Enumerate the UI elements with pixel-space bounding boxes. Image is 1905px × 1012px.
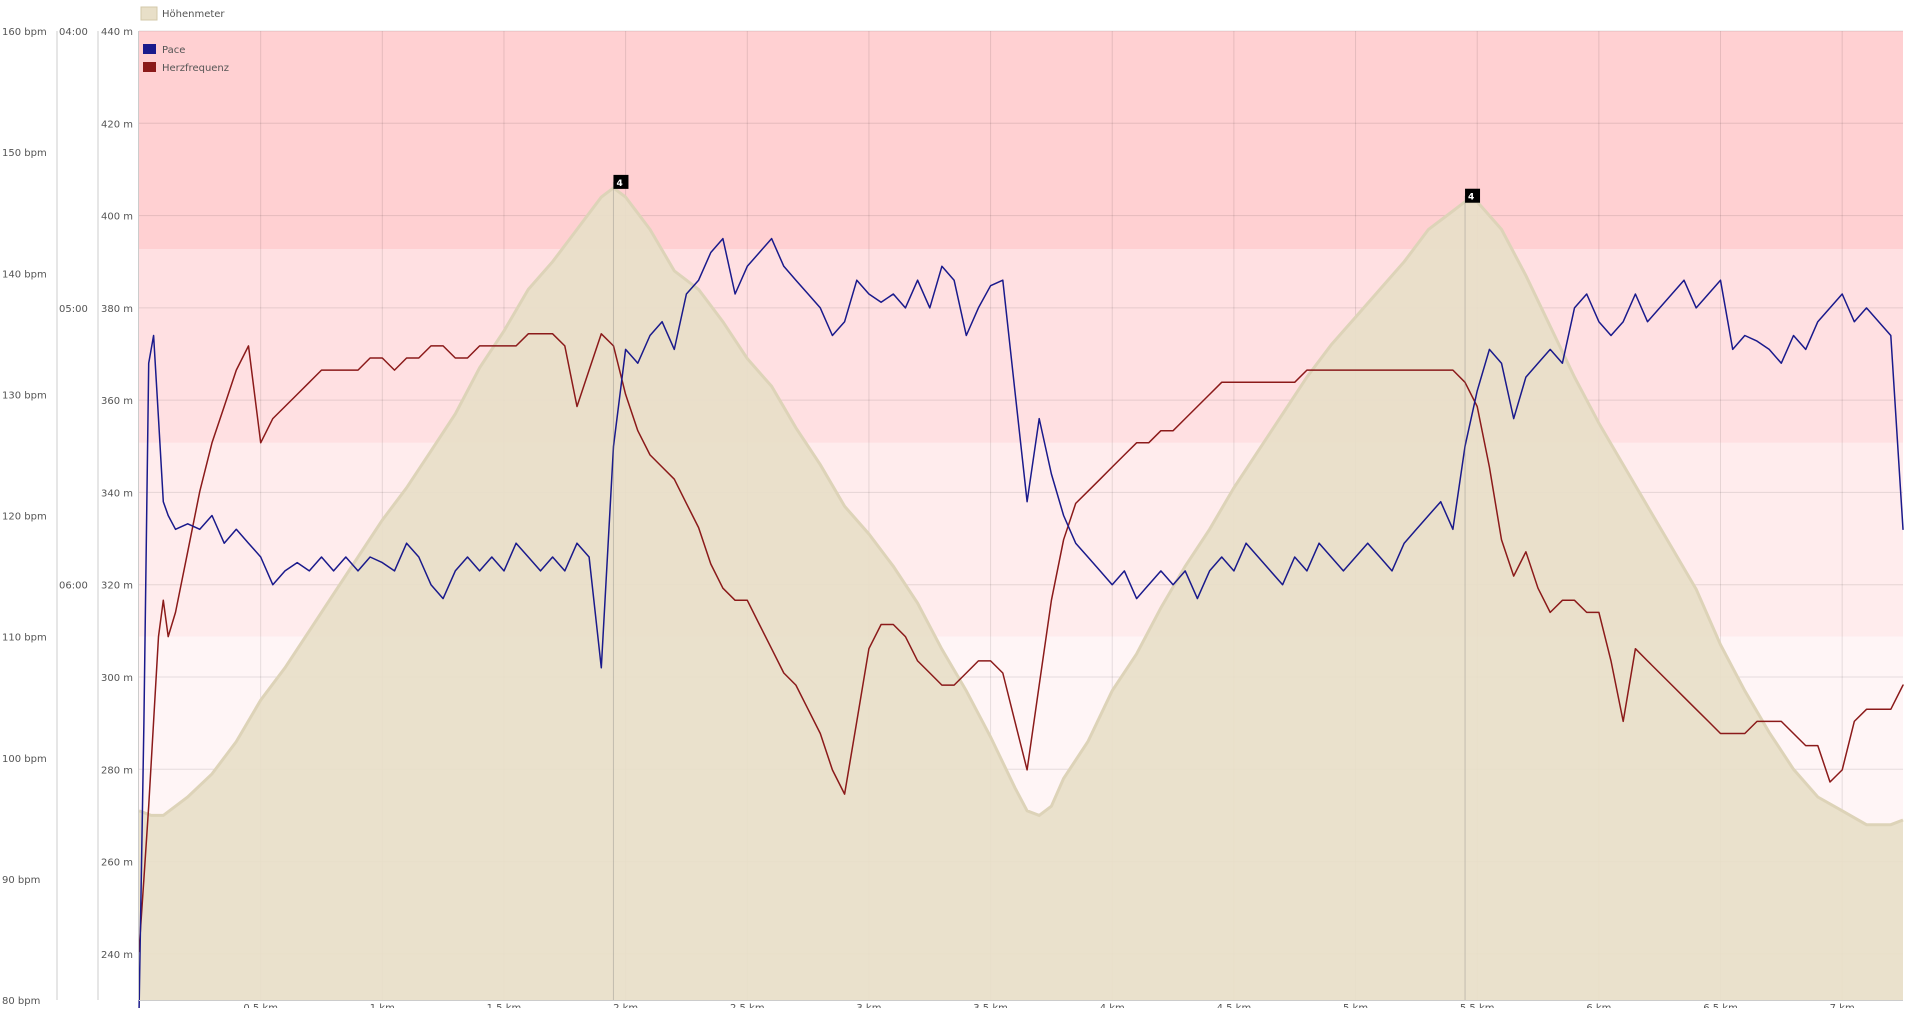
- x-axis-tick-label: 6 km: [1586, 1003, 1611, 1008]
- elevation-axis-tick-label: 440 m: [101, 27, 133, 38]
- x-axis-tick-label: 0,5 km: [243, 1003, 278, 1008]
- series-legend-swatch: [143, 62, 156, 72]
- elevation-axis-tick-label: 240 m: [101, 950, 133, 961]
- x-axis-tick-label: 6,5 km: [1703, 1003, 1738, 1008]
- elevation-axis-tick-label: 340 m: [101, 488, 133, 499]
- lap-markers: 44: [612, 174, 1481, 1000]
- x-axis-tick-label: 5,5 km: [1460, 1003, 1495, 1008]
- hr-axis-tick-label: 90 bpm: [2, 875, 40, 886]
- series-legend-label: Pace: [162, 45, 185, 56]
- elevation-axis-tick-label: 380 m: [101, 304, 133, 315]
- pace-line: [138, 237, 1904, 1012]
- hr-axis-tick-label: 80 bpm: [2, 996, 40, 1007]
- pace-axis-tick-label: 06:00: [59, 581, 88, 592]
- hr-axis-tick-label: 130 bpm: [2, 390, 47, 401]
- pace-axis-tick-label: 04:00: [59, 27, 88, 38]
- elevation-axis-tick-label: 400 m: [101, 212, 133, 223]
- hr-zone-band: [139, 249, 1903, 443]
- elevation-outline: [138, 186, 1904, 827]
- elevation-axis-tick-label: 420 m: [101, 119, 133, 130]
- elevation-legend-swatch: [140, 6, 158, 21]
- elevation-area: [139, 187, 1903, 1000]
- legends: Höhenmeter Pace Herzfrequenz: [140, 6, 229, 74]
- elevation-axis-tick-label: 260 m: [101, 858, 133, 869]
- hr-zone-band: [139, 31, 1903, 250]
- lap-marker-flag: [1465, 188, 1481, 203]
- hr-axis-tick-label: 120 bpm: [2, 512, 47, 523]
- x-axis-tick-label: 3 km: [856, 1003, 881, 1008]
- lap-marker-label: 4: [1468, 193, 1474, 203]
- x-axis-tick-label: 5 km: [1343, 1003, 1368, 1008]
- x-axis-tick-label: 2 km: [613, 1003, 638, 1008]
- x-axis-tick-label: 1,5 km: [487, 1003, 522, 1008]
- hr-axis-tick-label: 100 bpm: [2, 754, 47, 765]
- elevation-axis-tick-label: 360 m: [101, 396, 133, 407]
- elevation-legend-label: Höhenmeter: [162, 9, 225, 20]
- series-legend-swatch: [143, 44, 156, 54]
- elevation-axis-tick-label: 300 m: [101, 673, 133, 684]
- lap-marker-label: 4: [616, 179, 622, 189]
- elevation-area-layer: [138, 186, 1904, 1000]
- x-axis-tick-label: 2,5 km: [730, 1003, 765, 1008]
- x-axis-tick-label: 7 km: [1830, 1003, 1855, 1008]
- elevation-axis-tick-label: 280 m: [101, 765, 133, 776]
- series-legend-label: Herzfrequenz: [162, 63, 229, 74]
- x-axis-tick-label: 4,5 km: [1217, 1003, 1252, 1008]
- hr-axis-tick-label: 150 bpm: [2, 148, 47, 159]
- elevation-axis-tick-label: 320 m: [101, 581, 133, 592]
- series-lines-layer: [138, 237, 1904, 1012]
- hr-axis-tick-label: 140 bpm: [2, 269, 47, 280]
- hr-axis-tick-label: 110 bpm: [2, 633, 47, 644]
- pace-axis-tick-label: 05:00: [59, 304, 88, 315]
- x-axis-tick-label: 4 km: [1100, 1003, 1125, 1008]
- heart-rate-line: [138, 333, 1904, 953]
- hr-axis-tick-label: 160 bpm: [2, 27, 47, 38]
- x-axis-tick-label: 1 km: [370, 1003, 395, 1008]
- lap-marker-flag: [613, 174, 629, 189]
- x-axis-tick-label: 3,5 km: [973, 1003, 1008, 1008]
